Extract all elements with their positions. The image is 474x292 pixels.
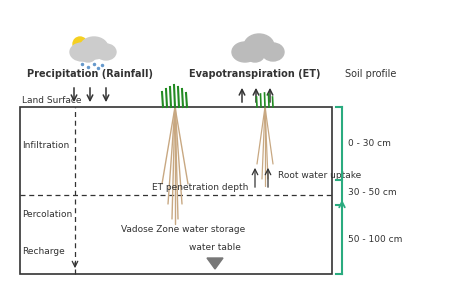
Ellipse shape [96,44,116,60]
Text: Infiltration: Infiltration [22,142,69,150]
Ellipse shape [80,48,96,62]
Text: Vadose Zone water storage: Vadose Zone water storage [121,225,245,234]
Ellipse shape [246,48,264,62]
Ellipse shape [70,43,94,61]
Text: Root water uptake: Root water uptake [278,171,361,180]
Text: 30 - 50 cm: 30 - 50 cm [348,188,397,197]
Ellipse shape [244,34,274,58]
Text: Land Surface: Land Surface [22,96,82,105]
Text: 50 - 100 cm: 50 - 100 cm [348,235,402,244]
Text: water table: water table [189,243,241,252]
Polygon shape [207,258,223,269]
Ellipse shape [80,37,108,59]
Text: 0 - 30 cm: 0 - 30 cm [348,139,391,148]
Bar [20,107,332,274]
Text: Evapotranspiration (ET): Evapotranspiration (ET) [189,69,321,79]
Text: ET penetration depth: ET penetration depth [152,183,248,192]
Ellipse shape [232,42,258,62]
Text: Soil profile: Soil profile [345,69,396,79]
Ellipse shape [73,37,87,51]
Ellipse shape [262,43,284,61]
Text: Percolation: Percolation [22,210,72,219]
Text: Recharge: Recharge [22,248,65,256]
Text: Precipitation (Rainfall): Precipitation (Rainfall) [27,69,153,79]
